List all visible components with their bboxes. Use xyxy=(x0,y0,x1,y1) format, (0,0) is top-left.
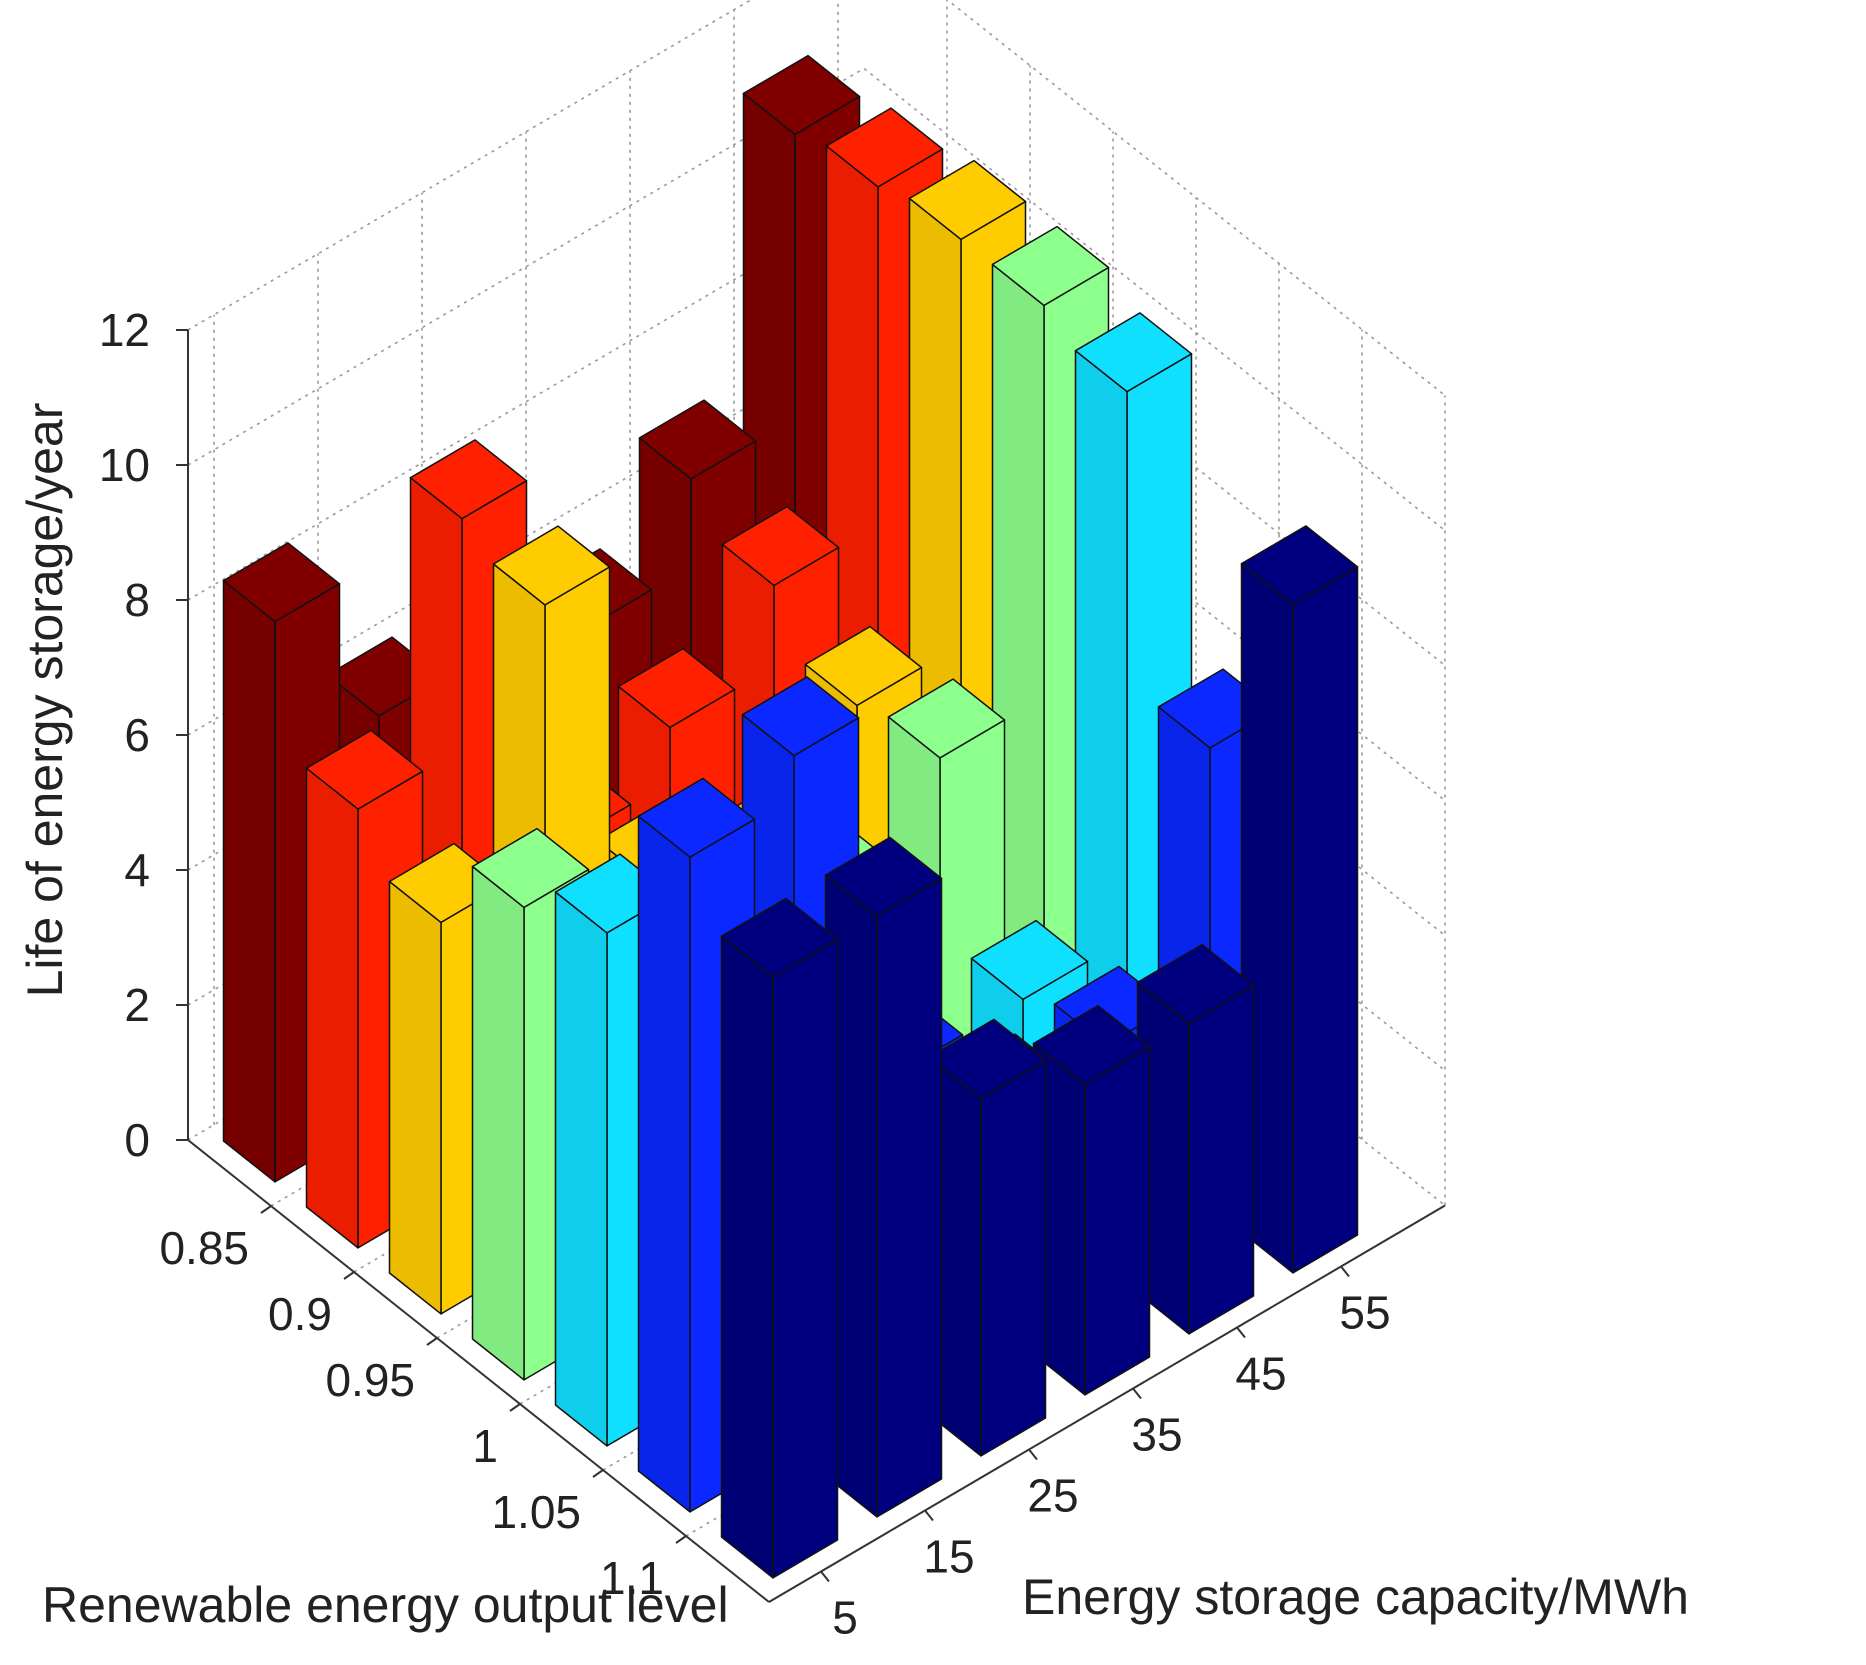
y-axis-line xyxy=(768,1204,1446,1603)
bar-front-face xyxy=(1292,566,1359,1274)
bar-top-face xyxy=(617,647,736,729)
bar-1.1-35 xyxy=(1032,1004,1151,1396)
x-tick-label: 0.85 xyxy=(159,1222,249,1274)
y-tick-label: 45 xyxy=(1235,1348,1286,1400)
bar-1.1-45 xyxy=(1136,943,1255,1335)
x-tick-label: 1.05 xyxy=(491,1486,581,1538)
x-tick xyxy=(343,1271,355,1280)
x-axis-label: Renewable energy output level xyxy=(42,1577,729,1633)
bar-top-face xyxy=(887,678,1006,759)
bar-front-face xyxy=(980,1059,1047,1457)
bar-top-face xyxy=(825,107,944,188)
z-tick-label: 10 xyxy=(99,439,150,491)
bar-top-face xyxy=(741,676,860,757)
x-tick-label: 1 xyxy=(472,1420,498,1472)
bar-front-face xyxy=(876,877,943,1518)
bar-top-face xyxy=(1240,525,1359,606)
y-tick-label: 55 xyxy=(1339,1287,1390,1339)
bar-top-face xyxy=(824,836,943,917)
x-tick-label: 1.1 xyxy=(600,1552,664,1604)
bar-top-face xyxy=(970,919,1089,1001)
bar-side-face xyxy=(305,767,359,1249)
y-tick-label: 5 xyxy=(832,1592,858,1644)
y-tick xyxy=(1028,1448,1038,1461)
bar-top-face xyxy=(721,505,840,587)
y-tick-label: 15 xyxy=(923,1531,974,1583)
bar-top-face xyxy=(804,625,923,707)
bar-side-face xyxy=(222,579,276,1183)
x-tick xyxy=(675,1535,687,1544)
bar-top-face xyxy=(305,729,424,810)
bar-1.1-15 xyxy=(824,836,943,1518)
bar-side-face xyxy=(471,865,525,1381)
bar-top-face xyxy=(1136,943,1255,1025)
bar-top-face xyxy=(1074,312,1193,393)
bar-top-face xyxy=(492,525,611,606)
x-axis-line xyxy=(187,1139,770,1603)
bar-top-face xyxy=(409,439,528,520)
z-axis-label: Life of energy storage/year xyxy=(17,403,73,998)
bar-top-face xyxy=(928,1018,1047,1099)
y-tick xyxy=(1340,1265,1350,1278)
z-tick-label: 6 xyxy=(124,709,150,761)
z-tick-label: 2 xyxy=(124,979,150,1031)
x-tick xyxy=(509,1403,521,1412)
bar-top-face xyxy=(908,159,1027,241)
bar-top-face xyxy=(637,777,756,858)
z-tick-label: 8 xyxy=(124,574,150,626)
label-layer: Life of energy storage/year Renewable en… xyxy=(17,403,1689,1633)
bar-1.1-5 xyxy=(720,897,839,1579)
bar-side-face xyxy=(720,935,774,1579)
bar-front-face xyxy=(772,938,839,1579)
bar-top-face xyxy=(471,827,590,909)
bar-side-face xyxy=(388,880,442,1315)
bar-top-face xyxy=(742,54,861,136)
x-tick xyxy=(426,1337,438,1346)
bar-1.1-55 xyxy=(1240,525,1359,1274)
y-tick xyxy=(820,1570,830,1583)
bar-top-face xyxy=(1032,1004,1151,1086)
bar-side-face xyxy=(637,815,691,1513)
axis-layer: 0 2 4 6 8 10 12 0.85 0.9 0.95 1 1.05 1.1 5 15 25 35 45 55 xyxy=(99,304,1446,1644)
x-tick-label: 0.95 xyxy=(325,1354,415,1406)
bar-top-face xyxy=(638,399,757,480)
bar-front-face xyxy=(1188,984,1255,1335)
z-tick-label: 12 xyxy=(99,304,150,356)
y-tick xyxy=(1132,1387,1142,1400)
bar-top-face xyxy=(991,225,1110,307)
y-tick xyxy=(924,1509,934,1522)
bar-front-face xyxy=(1084,1045,1151,1396)
z-tick-label: 0 xyxy=(124,1114,150,1166)
bar-top-face xyxy=(222,542,341,623)
bar-1.1-25 xyxy=(928,1018,1047,1457)
y-tick xyxy=(1236,1326,1246,1339)
z-tick-label: 4 xyxy=(124,844,150,896)
y-tick-label: 35 xyxy=(1131,1409,1182,1461)
x-tick xyxy=(592,1469,604,1478)
bar-layer xyxy=(222,54,1359,1579)
bar-side-face xyxy=(554,891,608,1447)
y-tick-label: 25 xyxy=(1027,1470,1078,1522)
bar-top-face xyxy=(720,897,839,978)
x-tick-label: 0.9 xyxy=(268,1288,332,1340)
y-axis-label: Energy storage capacity/MWh xyxy=(1022,1569,1689,1625)
x-tick xyxy=(260,1205,272,1214)
